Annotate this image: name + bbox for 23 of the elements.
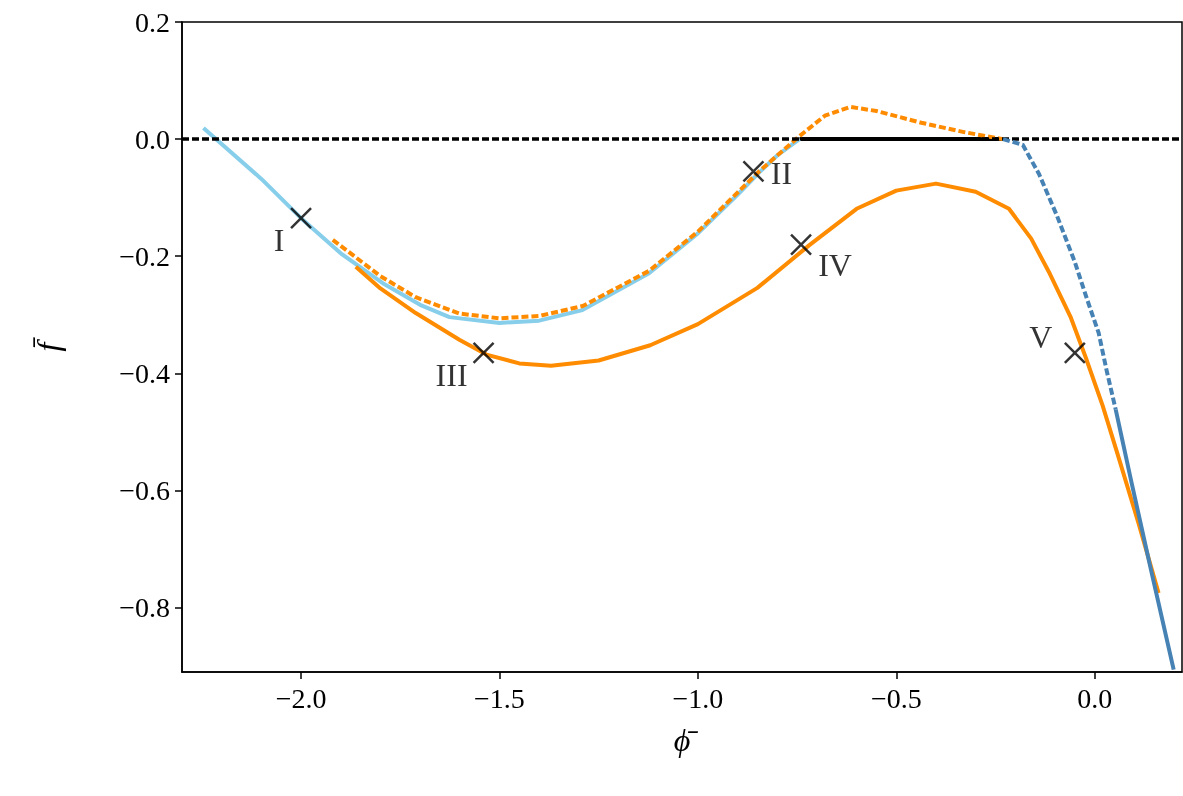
y-tick-label: 0.0 [135, 123, 170, 155]
point [289, 206, 313, 230]
data-label: V [1029, 318, 1053, 355]
x-axis-title: ϕ̄ [673, 722, 699, 758]
y-tick-label: 0.2 [135, 6, 170, 38]
x-tick-label: 0.0 [1077, 682, 1113, 714]
point [1063, 341, 1087, 365]
y-tick-label: −0.4 [119, 357, 170, 389]
y-tick-label: −0.6 [119, 474, 170, 506]
point [472, 341, 495, 365]
data-label: III [435, 356, 468, 393]
point [742, 160, 765, 183]
y-axis-title: f̄ [30, 336, 66, 352]
y-tick-label: −0.8 [119, 592, 170, 624]
data-label: I [273, 222, 285, 259]
x-tick-label: −1.0 [672, 682, 724, 714]
x-tick-label: −2.0 [275, 682, 327, 714]
x-tick-label: −0.5 [870, 682, 922, 714]
data-label: II [770, 155, 793, 192]
point [789, 233, 813, 256]
x-tick-label: −1.5 [474, 682, 525, 714]
data-label: IV [818, 246, 852, 283]
y-tick-label: −0.2 [119, 240, 170, 272]
